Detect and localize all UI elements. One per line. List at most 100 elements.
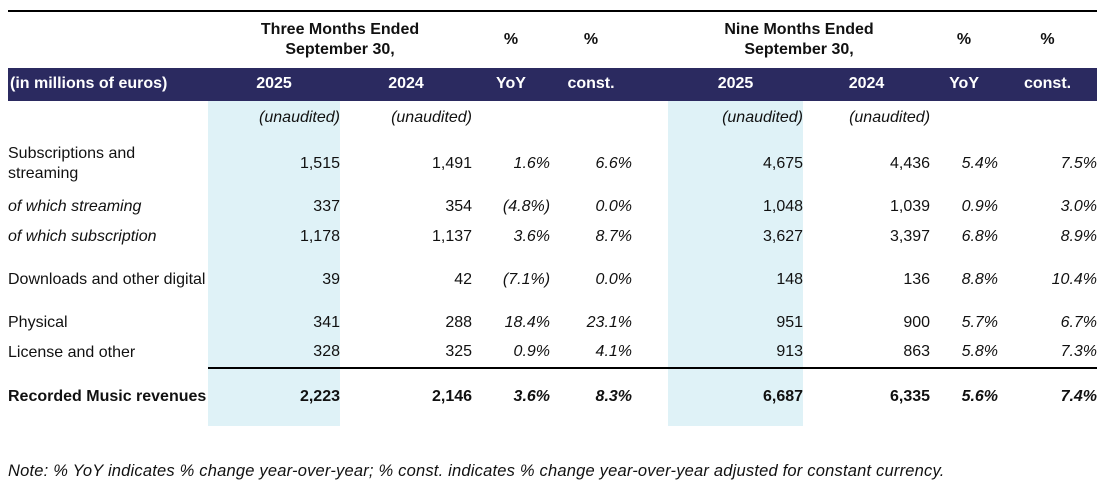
nm-const-value: 3.0% (1060, 197, 1098, 215)
row-label: of which subscription (8, 227, 157, 245)
nine-months-line2: September 30, (744, 41, 854, 58)
nm-2024-value: 4,436 (889, 154, 931, 172)
row-physical: Physical 341 288 18.4% 23.1% 951 900 5.7… (8, 308, 1097, 338)
tm-2025-value: 1,515 (208, 136, 340, 192)
row-of-which-subscription: of which subscription 1,178 1,137 3.6% 8… (8, 222, 1097, 252)
empty-cell (632, 101, 668, 136)
tm-2024-value: 325 (445, 343, 473, 361)
nm-2024-header: 2024 (803, 68, 931, 101)
nm-2025-value: 3,627 (668, 222, 804, 252)
nm-yoy-pct-header: % (956, 30, 972, 48)
nm-const-value: 10.4% (1051, 270, 1098, 288)
tm-const-total: 8.3% (550, 367, 633, 426)
tm-2024-value: 354 (445, 197, 473, 215)
nm-yoy-value: 0.9% (961, 197, 999, 215)
nm-const-header: const. (998, 68, 1098, 101)
nm-const-value: 7.3% (1060, 343, 1098, 361)
three-months-line1: Three Months Ended (260, 20, 420, 38)
recorded-music-revenue-table: Three Months Ended September 30, % % Nin… (8, 10, 1098, 426)
nm-2025-value: 913 (668, 338, 804, 368)
tm-2025-value: 328 (208, 338, 340, 368)
nm-2025-value: 1,048 (668, 192, 804, 222)
empty-cell (8, 101, 208, 136)
tm-yoy-pct-header: % (503, 30, 519, 48)
spacer-cell (632, 222, 668, 252)
spacer-cell (632, 136, 668, 192)
tm-yoy-value: (4.8%) (502, 197, 551, 215)
nm-yoy-value: 5.4% (961, 154, 999, 172)
spacer-cell (632, 338, 668, 368)
nine-months-header: Nine Months Ended September 30, (668, 11, 930, 68)
nine-months-line1: Nine Months Ended (724, 20, 874, 38)
tm-yoy-value: 3.6% (513, 227, 551, 245)
three-months-header: Three Months Ended September 30, (208, 11, 472, 68)
row-label: Downloads and other digital (8, 270, 206, 288)
unaudited-row: (unaudited) (unaudited) (unaudited) (una… (8, 101, 1097, 136)
nm-yoy-value: 5.7% (961, 313, 999, 331)
nm-2025-header: 2025 (668, 68, 804, 101)
tm-2024-value: 42 (454, 270, 473, 288)
tm-2024-value: 1,137 (431, 227, 473, 245)
tm-const-pct-header: % (583, 30, 599, 48)
tm-yoy-value: 1.6% (513, 154, 551, 172)
tm-const-value: 6.6% (595, 154, 633, 172)
spacer-cell (632, 308, 668, 338)
tm-2025-value: 341 (208, 308, 340, 338)
row-of-which-streaming: of which streaming 337 354 (4.8%) 0.0% 1… (8, 192, 1097, 222)
nm-2025-unaudited: (unaudited) (668, 101, 804, 136)
nm-const-total: 7.4% (998, 367, 1098, 426)
nm-yoy-value: 5.8% (961, 343, 999, 361)
nm-yoy-total: 5.6% (930, 367, 999, 426)
empty-cell (930, 101, 998, 136)
nm-2025-value: 4,675 (668, 136, 804, 192)
nm-2025-total: 6,687 (668, 367, 804, 426)
navy-spacer-cell (632, 68, 669, 101)
nm-yoy-header: YoY (930, 68, 999, 101)
gap-spacer (632, 11, 668, 68)
tm-const-value: 0.0% (595, 197, 633, 215)
in-millions-label: (in millions of euros) (8, 68, 208, 101)
nm-2024-value: 136 (903, 270, 931, 288)
tm-2024-total: 2,146 (340, 367, 473, 426)
tm-2025-value: 337 (208, 192, 340, 222)
nm-2024-value: 900 (903, 313, 931, 331)
nm-const-value: 6.7% (1060, 313, 1098, 331)
three-months-line2: September 30, (285, 41, 395, 58)
nm-const-value: 7.5% (1060, 154, 1098, 172)
empty-cell (998, 101, 1097, 136)
tm-const-value: 0.0% (595, 270, 633, 288)
tm-yoy-total: 3.6% (472, 367, 551, 426)
tm-yoy-value: 0.9% (513, 343, 551, 361)
row-label: Physical (8, 313, 68, 331)
tm-2024-header: 2024 (340, 68, 473, 101)
row-label: of which streaming (8, 197, 142, 215)
footnote: Note: % YoY indicates % change year-over… (8, 462, 945, 480)
tm-2025-header: 2025 (208, 68, 340, 101)
column-header-row: (in millions of euros) 2025 2024 YoY con… (8, 68, 1098, 101)
nm-2024-value: 1,039 (889, 197, 931, 215)
tm-yoy-value: 18.4% (504, 313, 551, 331)
row-license-and-other: License and other 328 325 0.9% 4.1% 913 … (8, 338, 1097, 368)
empty-cell (472, 101, 550, 136)
nm-2024-value: 863 (903, 343, 931, 361)
row-recorded-music-revenues-total: Recorded Music revenues 2,223 2,146 3.6%… (8, 367, 1098, 426)
group-header-row: Three Months Ended September 30, % % Nin… (8, 11, 1097, 68)
nm-2025-value: 148 (668, 252, 804, 308)
tm-2024-value: 288 (445, 313, 473, 331)
tm-2025-unaudited: (unaudited) (208, 101, 340, 136)
total-row-label: Recorded Music revenues (8, 387, 207, 405)
tm-yoy-header: YoY (472, 68, 551, 101)
nm-const-pct-header: % (1040, 30, 1055, 48)
row-downloads-and-other-digital: Downloads and other digital 39 42 (7.1%)… (8, 252, 1097, 308)
nm-2025-value: 951 (668, 308, 804, 338)
tm-const-value: 4.1% (595, 343, 633, 361)
spacer-cell (632, 367, 669, 426)
nm-2024-unaudited: (unaudited) (849, 109, 931, 127)
nm-yoy-value: 6.8% (961, 227, 999, 245)
group-header-spacer (8, 11, 208, 68)
tm-2025-total: 2,223 (208, 367, 340, 426)
spacer-cell (632, 252, 668, 308)
nm-yoy-value: 8.8% (961, 270, 999, 288)
tm-2024-value: 1,491 (431, 154, 473, 172)
spacer-cell (632, 192, 668, 222)
